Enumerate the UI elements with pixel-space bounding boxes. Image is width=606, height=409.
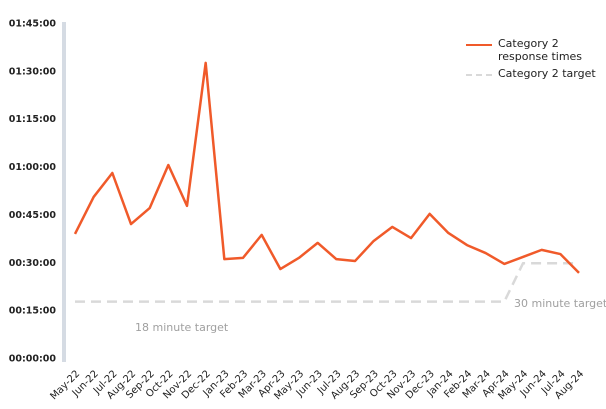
y-tick-label: 00:00:00 bbox=[9, 354, 57, 365]
y-tick-label: 01:15:00 bbox=[9, 114, 57, 125]
annotation: 30 minute target bbox=[514, 297, 606, 310]
legend-swatch bbox=[466, 74, 492, 76]
line-series bbox=[75, 262, 579, 303]
legend: Category 2 response times Category 2 targ… bbox=[466, 37, 601, 84]
legend-item: Category 2 target bbox=[466, 67, 601, 80]
y-tick-label: 00:45:00 bbox=[9, 210, 57, 221]
legend-swatch bbox=[466, 44, 492, 46]
y-tick-label: 01:00:00 bbox=[9, 162, 57, 173]
y-tick-label: 00:30:00 bbox=[9, 258, 57, 269]
line-series bbox=[73, 61, 580, 274]
legend-item: Category 2 response times bbox=[466, 37, 601, 63]
legend-label: Category 2 response times bbox=[498, 37, 583, 63]
annotation: 18 minute target bbox=[135, 321, 229, 334]
y-tick-label: 01:30:00 bbox=[9, 66, 57, 77]
legend-label: Category 2 target bbox=[498, 67, 596, 80]
y-tick-label: 01:45:00 bbox=[9, 19, 57, 30]
y-tick-label: 00:15:00 bbox=[9, 306, 57, 317]
